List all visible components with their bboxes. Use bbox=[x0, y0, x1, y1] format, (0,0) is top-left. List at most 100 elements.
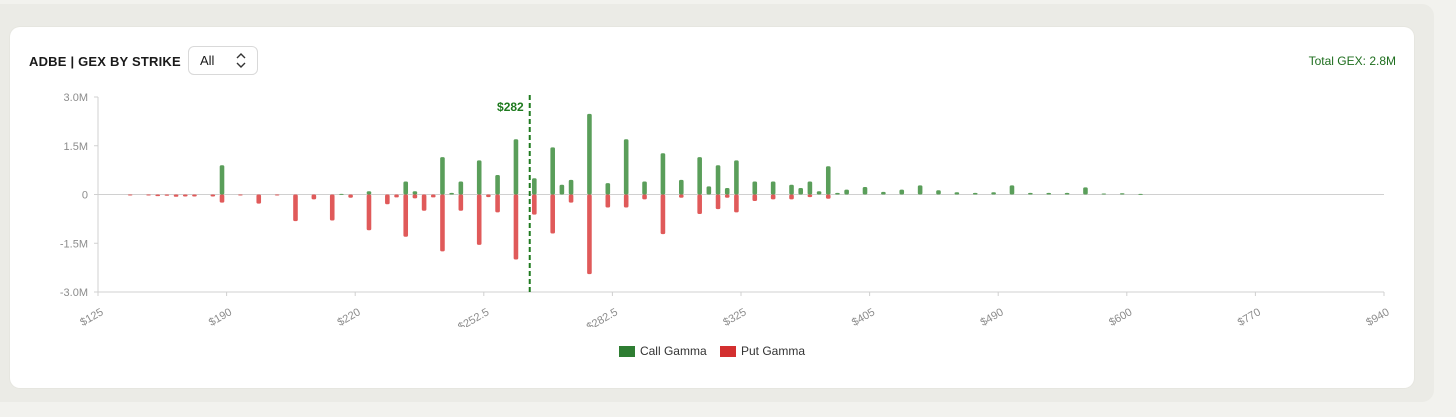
put-gamma-bar bbox=[770, 194, 776, 200]
call-gamma-bar bbox=[532, 178, 537, 195]
expiry-select-value: All bbox=[200, 53, 215, 68]
put-gamma-bar bbox=[366, 194, 372, 231]
put-gamma-bar bbox=[329, 194, 335, 221]
put-gamma-bar bbox=[678, 194, 684, 198]
call-gamma-bar bbox=[789, 184, 794, 195]
call-gamma-bar bbox=[412, 191, 418, 195]
x-tick-label: $190 bbox=[207, 306, 234, 327]
call-gamma-bar bbox=[660, 153, 666, 195]
call-gamma-bar bbox=[835, 192, 840, 195]
call-gamma-bar bbox=[724, 188, 730, 195]
call-gamma-bar bbox=[807, 181, 813, 195]
call-gamma-bar bbox=[899, 189, 905, 195]
put-gamma-bar bbox=[293, 194, 298, 222]
call-gamma-bar bbox=[972, 192, 978, 195]
x-tick-label: $405 bbox=[850, 306, 877, 327]
put-gamma-bar bbox=[274, 194, 280, 196]
y-tick-label: 0 bbox=[82, 190, 88, 202]
put-gamma-bar bbox=[385, 194, 390, 205]
put-gamma-bar bbox=[789, 194, 794, 200]
put-gamma-bar bbox=[256, 194, 262, 204]
x-tick-label: $600 bbox=[1107, 306, 1134, 327]
legend-call-label: Call Gamma bbox=[639, 344, 707, 358]
y-tick-label: -3.0M bbox=[60, 287, 88, 299]
call-gamma-bar bbox=[440, 157, 445, 195]
total-gex: Total GEX: 2.8M bbox=[1308, 54, 1396, 68]
put-gamma-bar bbox=[623, 194, 629, 208]
call-gamma-bar bbox=[403, 181, 409, 195]
call-gamma-bar bbox=[1064, 192, 1070, 195]
put-gamma-bar bbox=[587, 194, 592, 275]
expiry-select[interactable]: All bbox=[188, 46, 258, 75]
x-tick-label: $125 bbox=[78, 306, 105, 327]
put-gamma-bar bbox=[495, 194, 500, 213]
call-gamma-bar bbox=[816, 191, 822, 195]
call-gamma-bar bbox=[550, 147, 555, 195]
call-gamma-bar bbox=[587, 113, 592, 195]
call-gamma-bar bbox=[862, 187, 868, 195]
call-gamma-bar bbox=[844, 189, 849, 195]
call-gamma-bar bbox=[623, 139, 629, 195]
put-gamma-bar bbox=[642, 194, 647, 200]
put-gamma-bar bbox=[311, 194, 317, 200]
put-gamma-bar bbox=[348, 194, 353, 198]
call-gamma-bar bbox=[936, 190, 941, 195]
x-tick-label: $490 bbox=[978, 306, 1005, 327]
chevron-up-down-icon bbox=[236, 53, 246, 68]
put-gamma-bar bbox=[394, 194, 399, 198]
put-gamma-bar bbox=[734, 194, 739, 213]
put-gamma-bar bbox=[173, 194, 179, 197]
put-gamma-bar bbox=[532, 194, 537, 215]
call-gamma-bar bbox=[715, 165, 721, 195]
put-gamma-bar bbox=[752, 194, 758, 201]
legend-call[interactable]: Call Gamma bbox=[618, 344, 707, 358]
legend-put[interactable]: Put Gamma bbox=[720, 344, 805, 358]
call-gamma-bar bbox=[366, 191, 372, 195]
put-gamma-bar bbox=[486, 194, 491, 198]
put-gamma-bar bbox=[146, 194, 151, 196]
put-gamma-bar bbox=[155, 194, 161, 197]
call-gamma-bar bbox=[697, 157, 702, 195]
call-gamma-bar bbox=[1009, 185, 1015, 195]
put-gamma-bar bbox=[430, 194, 436, 198]
put-gamma-bar bbox=[219, 194, 225, 203]
call-gamma-bar bbox=[770, 181, 776, 195]
put-gamma-bar bbox=[164, 194, 170, 196]
call-gamma-bar bbox=[917, 185, 923, 195]
panel-background: ADBE | GEX BY STRIKE All Total GEX: 2.8M… bbox=[0, 4, 1434, 402]
legend-put-swatch bbox=[720, 345, 736, 357]
call-gamma-bar bbox=[458, 181, 464, 195]
put-gamma-bar bbox=[660, 194, 666, 235]
x-tick-label: $325 bbox=[721, 306, 748, 327]
call-gamma-bar bbox=[678, 179, 684, 195]
put-gamma-bar bbox=[825, 194, 831, 199]
put-gamma-bar bbox=[550, 194, 555, 234]
call-gamma-bar bbox=[559, 184, 565, 195]
put-gamma-bar bbox=[715, 194, 721, 210]
call-gamma-bar bbox=[991, 192, 996, 195]
spot-price-label: $282 bbox=[497, 100, 524, 114]
legend-call-swatch bbox=[618, 345, 635, 357]
put-gamma-bar bbox=[458, 194, 464, 211]
x-tick-label: $940 bbox=[1364, 306, 1391, 327]
call-gamma-bar bbox=[339, 193, 344, 195]
call-gamma-bar bbox=[1028, 192, 1033, 195]
put-gamma-bar bbox=[476, 194, 482, 245]
call-gamma-bar bbox=[449, 192, 454, 195]
put-gamma-bar bbox=[440, 194, 445, 252]
call-gamma-bar bbox=[1046, 192, 1052, 195]
call-gamma-bar bbox=[752, 181, 758, 195]
chart-title: ADBE | GEX BY STRIKE bbox=[29, 54, 181, 69]
put-gamma-bar bbox=[807, 194, 813, 198]
call-gamma-bar bbox=[954, 192, 960, 195]
call-gamma-bar bbox=[568, 179, 574, 195]
call-gamma-bar bbox=[513, 139, 519, 195]
call-gamma-bar bbox=[734, 160, 739, 195]
call-gamma-bar bbox=[1101, 193, 1107, 195]
put-gamma-bar bbox=[605, 194, 611, 208]
call-gamma-bar bbox=[798, 188, 804, 195]
put-gamma-bar bbox=[403, 194, 409, 237]
y-tick-label: 3.0M bbox=[64, 92, 88, 104]
gex-bar-chart: 3.0M 1.5M 0 -1.5M -3.0M $125 $190 $220 $252.5 $28… bbox=[60, 92, 1392, 327]
put-gamma-bar bbox=[238, 194, 243, 196]
